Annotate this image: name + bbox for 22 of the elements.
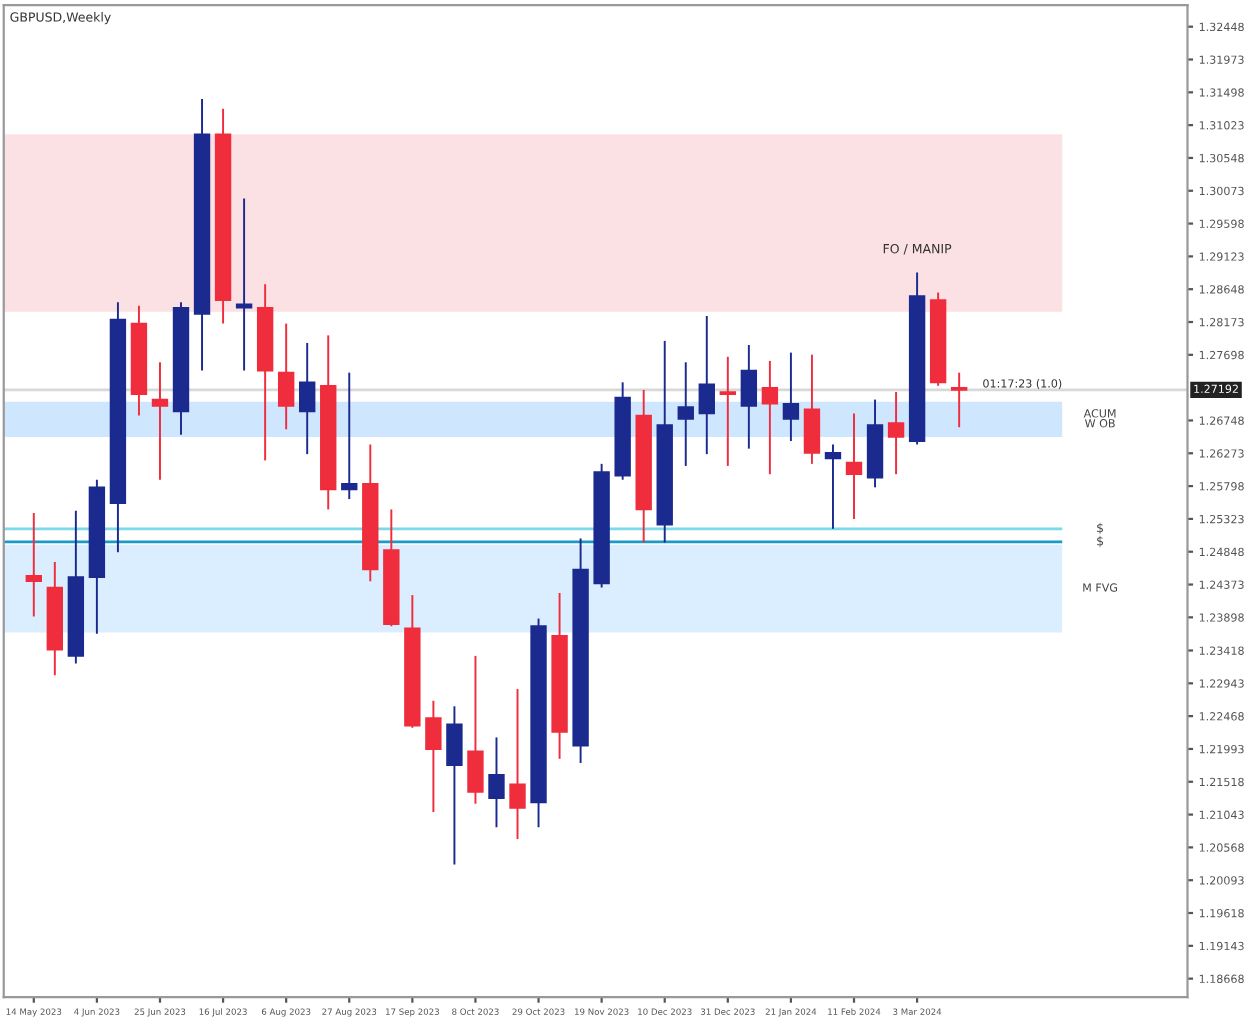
candlestick [803,353,821,465]
candlestick [887,391,905,476]
candlestick [677,361,694,467]
candlestick [151,361,169,481]
candlestick [509,688,526,840]
candlestick [698,315,715,456]
candlestick [235,197,253,372]
candlestick [824,443,842,530]
candlestick [950,371,968,429]
candlestick [341,371,358,501]
candlestick [467,654,484,805]
candlestick [761,359,779,476]
candlestick [488,736,505,829]
candlestick [277,322,295,431]
candlestick [719,355,737,467]
candlestick [446,705,463,866]
candlestick [425,699,442,813]
candlestick [25,511,42,618]
candlestick [782,351,800,443]
candlestick [845,412,863,521]
candlestick [299,341,316,456]
candlestick [740,344,758,450]
